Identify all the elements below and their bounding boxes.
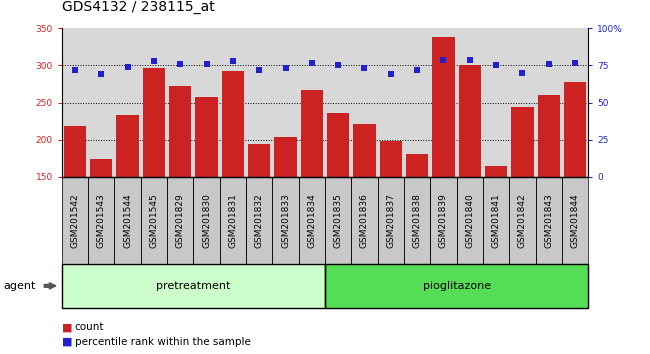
Bar	[222, 71, 244, 177]
Point	[570, 60, 580, 65]
Text: percentile rank within the sample: percentile rank within the sample	[75, 337, 251, 347]
Point	[254, 67, 265, 73]
Text: GSM201542: GSM201542	[70, 193, 79, 248]
Text: GSM201832: GSM201832	[255, 193, 264, 248]
Text: GSM201543: GSM201543	[97, 193, 106, 248]
Bar	[196, 97, 218, 177]
Point	[491, 63, 501, 68]
Bar	[354, 124, 376, 177]
Point	[465, 57, 475, 62]
Text: GSM201842: GSM201842	[518, 193, 527, 248]
Text: pretreatment: pretreatment	[156, 281, 231, 291]
Bar	[564, 82, 586, 177]
Text: GSM201839: GSM201839	[439, 193, 448, 248]
Text: GSM201830: GSM201830	[202, 193, 211, 248]
Point	[359, 65, 370, 71]
Bar	[64, 126, 86, 177]
Text: ■: ■	[62, 322, 72, 332]
Bar	[406, 154, 428, 177]
Point	[280, 65, 291, 71]
Text: GSM201833: GSM201833	[281, 193, 290, 248]
Point	[70, 67, 80, 73]
Text: ■: ■	[62, 337, 72, 347]
Point	[412, 67, 423, 73]
Text: GSM201840: GSM201840	[465, 193, 474, 248]
Bar	[327, 113, 349, 177]
Bar	[512, 107, 534, 177]
Point	[122, 64, 133, 70]
Text: GSM201544: GSM201544	[123, 193, 132, 248]
Bar	[538, 95, 560, 177]
Bar	[301, 90, 323, 177]
Text: GSM201838: GSM201838	[413, 193, 422, 248]
Bar	[380, 141, 402, 177]
Point	[175, 61, 185, 67]
Bar	[116, 115, 138, 177]
Point	[385, 72, 396, 77]
Bar	[274, 137, 296, 177]
Bar	[90, 159, 112, 177]
Text: GSM201844: GSM201844	[571, 193, 580, 248]
Text: GSM201836: GSM201836	[360, 193, 369, 248]
Point	[96, 72, 107, 77]
Text: GSM201831: GSM201831	[228, 193, 237, 248]
Point	[202, 61, 212, 67]
Text: GSM201835: GSM201835	[333, 193, 343, 248]
Text: GSM201545: GSM201545	[150, 193, 159, 248]
Bar	[485, 166, 507, 177]
Text: GSM201837: GSM201837	[386, 193, 395, 248]
Text: GSM201834: GSM201834	[307, 193, 317, 248]
Text: count: count	[75, 322, 104, 332]
Text: pioglitazone: pioglitazone	[422, 281, 491, 291]
Bar	[459, 65, 481, 177]
Bar	[432, 37, 454, 177]
Text: GDS4132 / 238115_at: GDS4132 / 238115_at	[62, 0, 214, 14]
Point	[438, 57, 448, 62]
Point	[227, 58, 238, 64]
Bar	[143, 68, 165, 177]
Text: GSM201843: GSM201843	[544, 193, 553, 248]
Point	[333, 63, 343, 68]
Point	[149, 58, 159, 64]
Bar	[169, 86, 191, 177]
Text: GSM201841: GSM201841	[491, 193, 500, 248]
Point	[517, 70, 528, 76]
Text: agent: agent	[3, 281, 36, 291]
Point	[307, 60, 317, 65]
Bar	[248, 144, 270, 177]
Point	[543, 61, 554, 67]
Text: GSM201829: GSM201829	[176, 193, 185, 248]
